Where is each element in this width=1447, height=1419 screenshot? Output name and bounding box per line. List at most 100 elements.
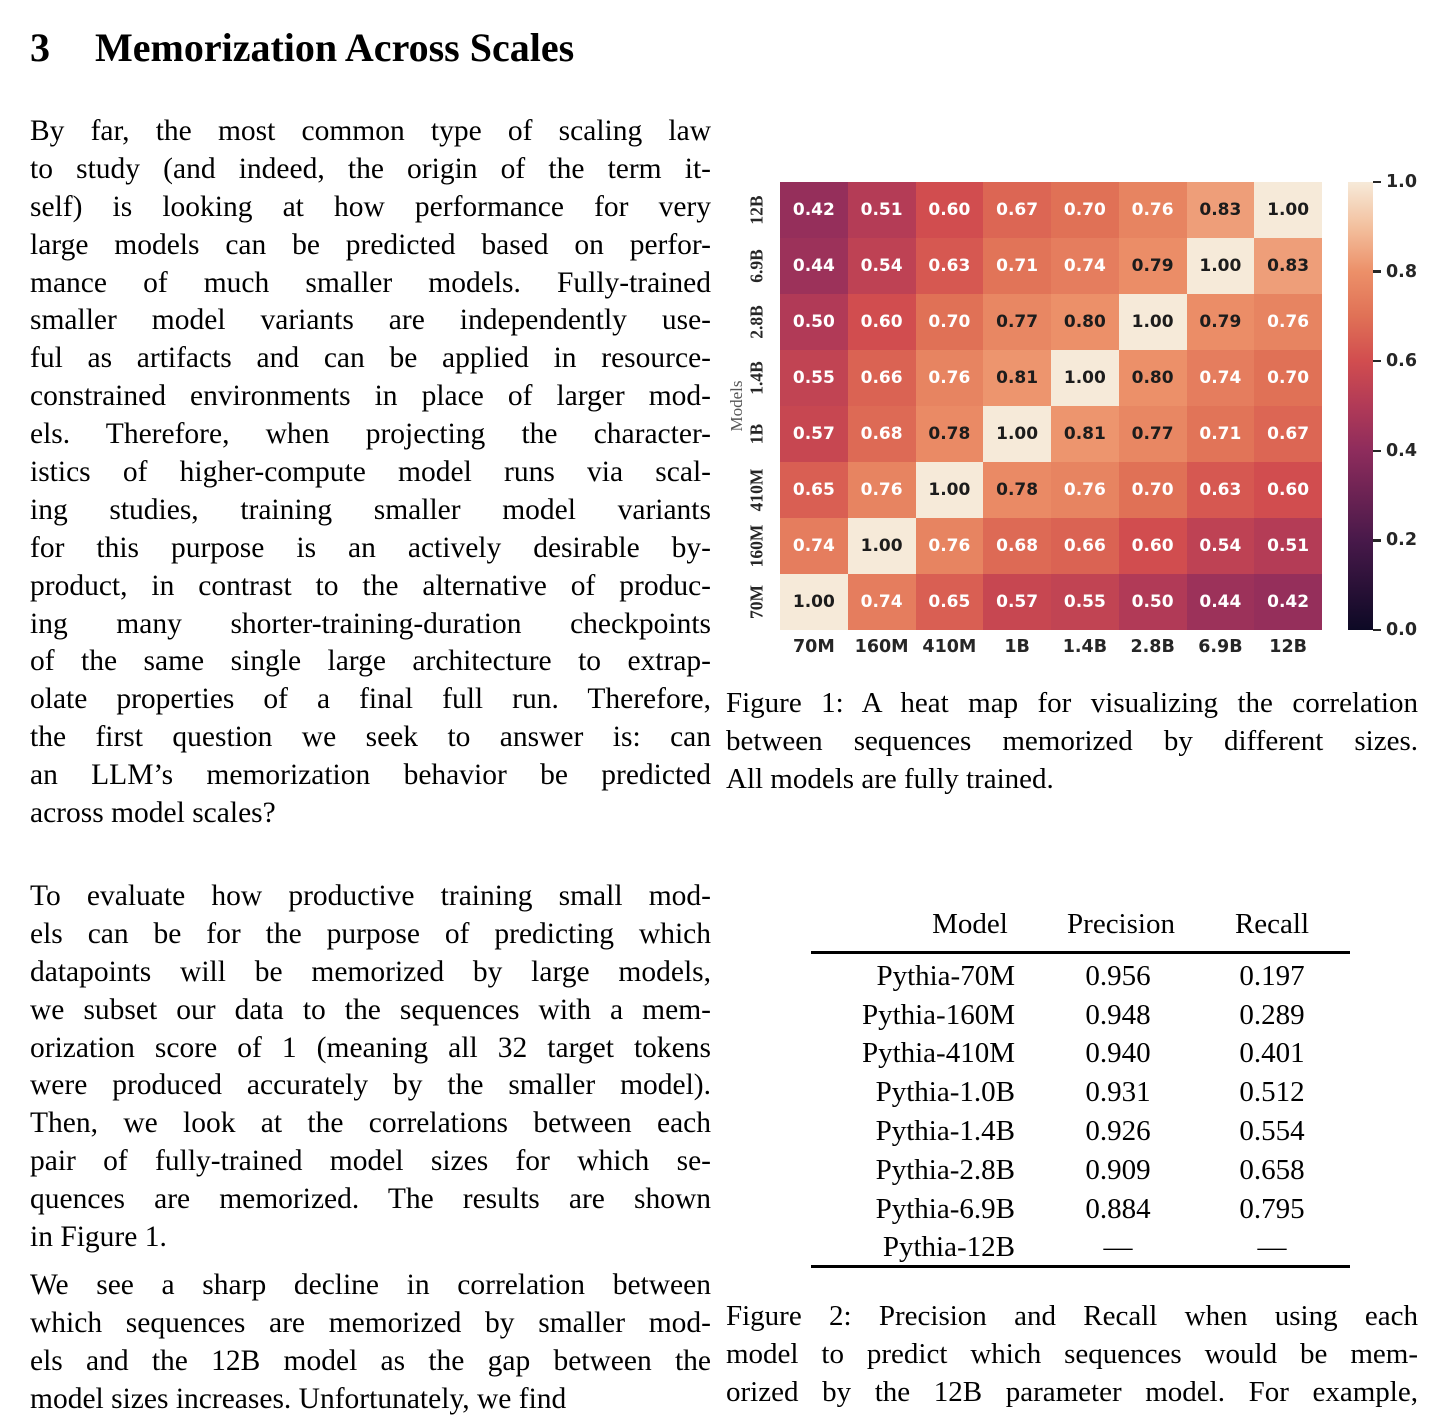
table-header-cell: Precision [1067,908,1175,940]
heatmap-col-label: 2.8B [1130,637,1175,657]
heatmap-cell: 0.54 [847,238,916,294]
text-line: were produced accurately by the smaller … [30,1069,711,1102]
heatmap-cell: 0.71 [983,238,1051,294]
text-line: to study (and indeed, the origin of the … [30,152,711,185]
heatmap-cell: 1.00 [1186,238,1255,294]
caption-line: orized by the 12B parameter model. For e… [726,1375,1418,1408]
heatmap-col-label: 160M [854,637,909,657]
heatmap-cell: 0.65 [780,462,848,518]
table-cell-model: Pythia-1.0B [875,1076,1015,1109]
heatmap-cell: 0.76 [1254,294,1322,350]
text-line: mance of much smaller models. Fully-trai… [30,266,711,299]
heatmap-cell: 0.50 [1118,574,1187,630]
text-line: quences are memorized. The results are s… [30,1183,711,1216]
table-top-rule [811,951,1350,954]
text-line: model sizes increases. Unfortunately, we… [30,1382,567,1415]
heatmap-cell: 0.80 [1118,350,1187,406]
table-bottom-rule [811,1265,1350,1268]
caption-block: Figure 2: Precision and Recall when usin… [726,1298,1418,1412]
heatmap-cell: 0.55 [780,350,848,406]
heatmap-cell: 0.60 [847,294,916,350]
table-row: Pythia-1.4B 0.926 0.554 [811,1112,1350,1151]
heatmap-cell: 1.00 [1254,182,1322,238]
heatmap-row-label: 70M [746,584,767,620]
heatmap-cell: 0.76 [847,462,916,518]
colorbar-tick-mark [1373,449,1381,453]
text-line: istics of higher-compute model runs via … [30,456,711,489]
heatmap-col-label: 410M [922,637,977,657]
text-line: large models can be predicted based on p… [30,228,711,261]
heatmap-cell: 0.70 [1118,462,1187,518]
heatmap-row-label: 160M [746,524,767,568]
heatmap-cell: 0.78 [915,406,984,462]
heatmap-cell: 0.67 [983,182,1051,238]
heatmap: 0.42 0.51 0.60 0.67 0.70 0.76 0.83 1.00 0.44 0.54… [780,182,1322,630]
text-line: By far, the most common type of scaling … [30,115,711,147]
text-line: of the same single large architecture to… [30,645,711,678]
heatmap-col-label: 70M [792,637,835,657]
text-line: To evaluate how productive training smal… [30,880,711,912]
text-line: els and the 12B model as the gap between… [30,1344,711,1377]
table-cell-recall: 0.197 [1239,959,1305,992]
text-line: in Figure 1. [30,1221,167,1254]
paragraph: To evaluate how productive training smal… [30,878,711,1257]
table-row: Pythia-70M 0.956 0.197 [811,957,1350,996]
colorbar-tick-label: 0.4 [1386,440,1418,461]
heatmap-cell: 0.60 [1254,462,1322,518]
heatmap-row-label: 6.9B [746,249,767,283]
caption-block: Figure 1: A heat map for visualizing the… [726,685,1418,799]
text-line: ful as artifacts and can be applied in r… [30,342,711,375]
heatmap-cell: 0.63 [915,238,984,294]
heatmap-row-label: 1B [746,423,767,445]
heatmap-y-axis-label: Models [727,380,746,432]
heatmap-col-label: 1.4B [1062,637,1108,657]
table-cell-model: Pythia-2.8B [875,1153,1015,1186]
heatmap-cell: 0.51 [1254,518,1322,574]
caption-line: Figure 2: Precision and Recall when usin… [726,1300,1418,1332]
heatmap-cell: 0.70 [915,294,984,350]
text-line: els. Therefore, when projecting the char… [30,418,711,451]
heatmap-cell: 0.83 [1254,238,1322,294]
heatmap-cell: 0.65 [915,574,984,630]
caption-line: between sequences memorized by different… [726,724,1418,757]
colorbar-tick-mark [1373,359,1381,363]
colorbar-tick-mark [1373,270,1381,273]
heatmap-row-label: 12B [746,195,767,225]
colorbar-tick-label: 0.8 [1386,261,1418,282]
heatmap-col-label: 12B [1269,637,1307,657]
section-title: Memorization Across Scales [95,25,575,70]
heatmap-cell: 0.66 [1051,518,1119,574]
text-line: smaller model variants are independently… [30,304,711,337]
colorbar-tick-label: 0.2 [1386,530,1418,551]
table-body: Pythia-70M 0.956 0.197 Pythia-160M 0.948 0.28… [811,957,1350,1267]
table-row: Pythia-160M 0.948 0.289 [811,996,1350,1035]
table-cell-precision: 0.956 [1085,959,1151,992]
heatmap-cell: 0.74 [1051,238,1119,294]
heatmap-cell: 0.74 [1186,350,1255,406]
table-cell-model: Pythia-70M [876,959,1015,992]
heatmap-cell: 0.80 [1051,294,1119,350]
heatmap-cell: 0.60 [1118,518,1187,574]
table-cell-recall: 0.289 [1239,998,1305,1031]
heatmap-cell: 0.76 [915,518,984,574]
text-line: els can be for the purpose of predicting… [30,917,711,950]
text-line: pair of fully-trained model sizes for wh… [30,1145,711,1178]
heatmap-cell: 0.81 [1051,406,1119,462]
heatmap-cell: 0.71 [1186,406,1255,462]
heatmap-row-label: 2.8B [746,305,767,339]
heatmap-cell: 0.55 [1051,574,1119,630]
table-cell-recall: 0.554 [1239,1115,1305,1148]
text-line: orization score of 1 (meaning all 32 tar… [30,1031,711,1064]
colorbar-tick-mark [1373,539,1381,542]
table-cell-precision: 0.884 [1085,1192,1151,1225]
heatmap-cell: 1.00 [915,462,984,518]
heatmap-cell: 0.57 [983,574,1051,630]
table-row: Pythia-1.0B 0.931 0.512 [811,1073,1350,1112]
heatmap-cell: 1.00 [983,406,1051,462]
table-cell-model: Pythia-410M [861,1037,1015,1070]
heatmap-cell: 0.70 [1254,350,1322,406]
table-header-cell: Model [932,908,1008,940]
colorbar-tick-mark [1373,628,1381,632]
text-line: ing studies, training smaller model vari… [30,493,711,526]
table-cell-recall: 0.401 [1239,1037,1305,1070]
